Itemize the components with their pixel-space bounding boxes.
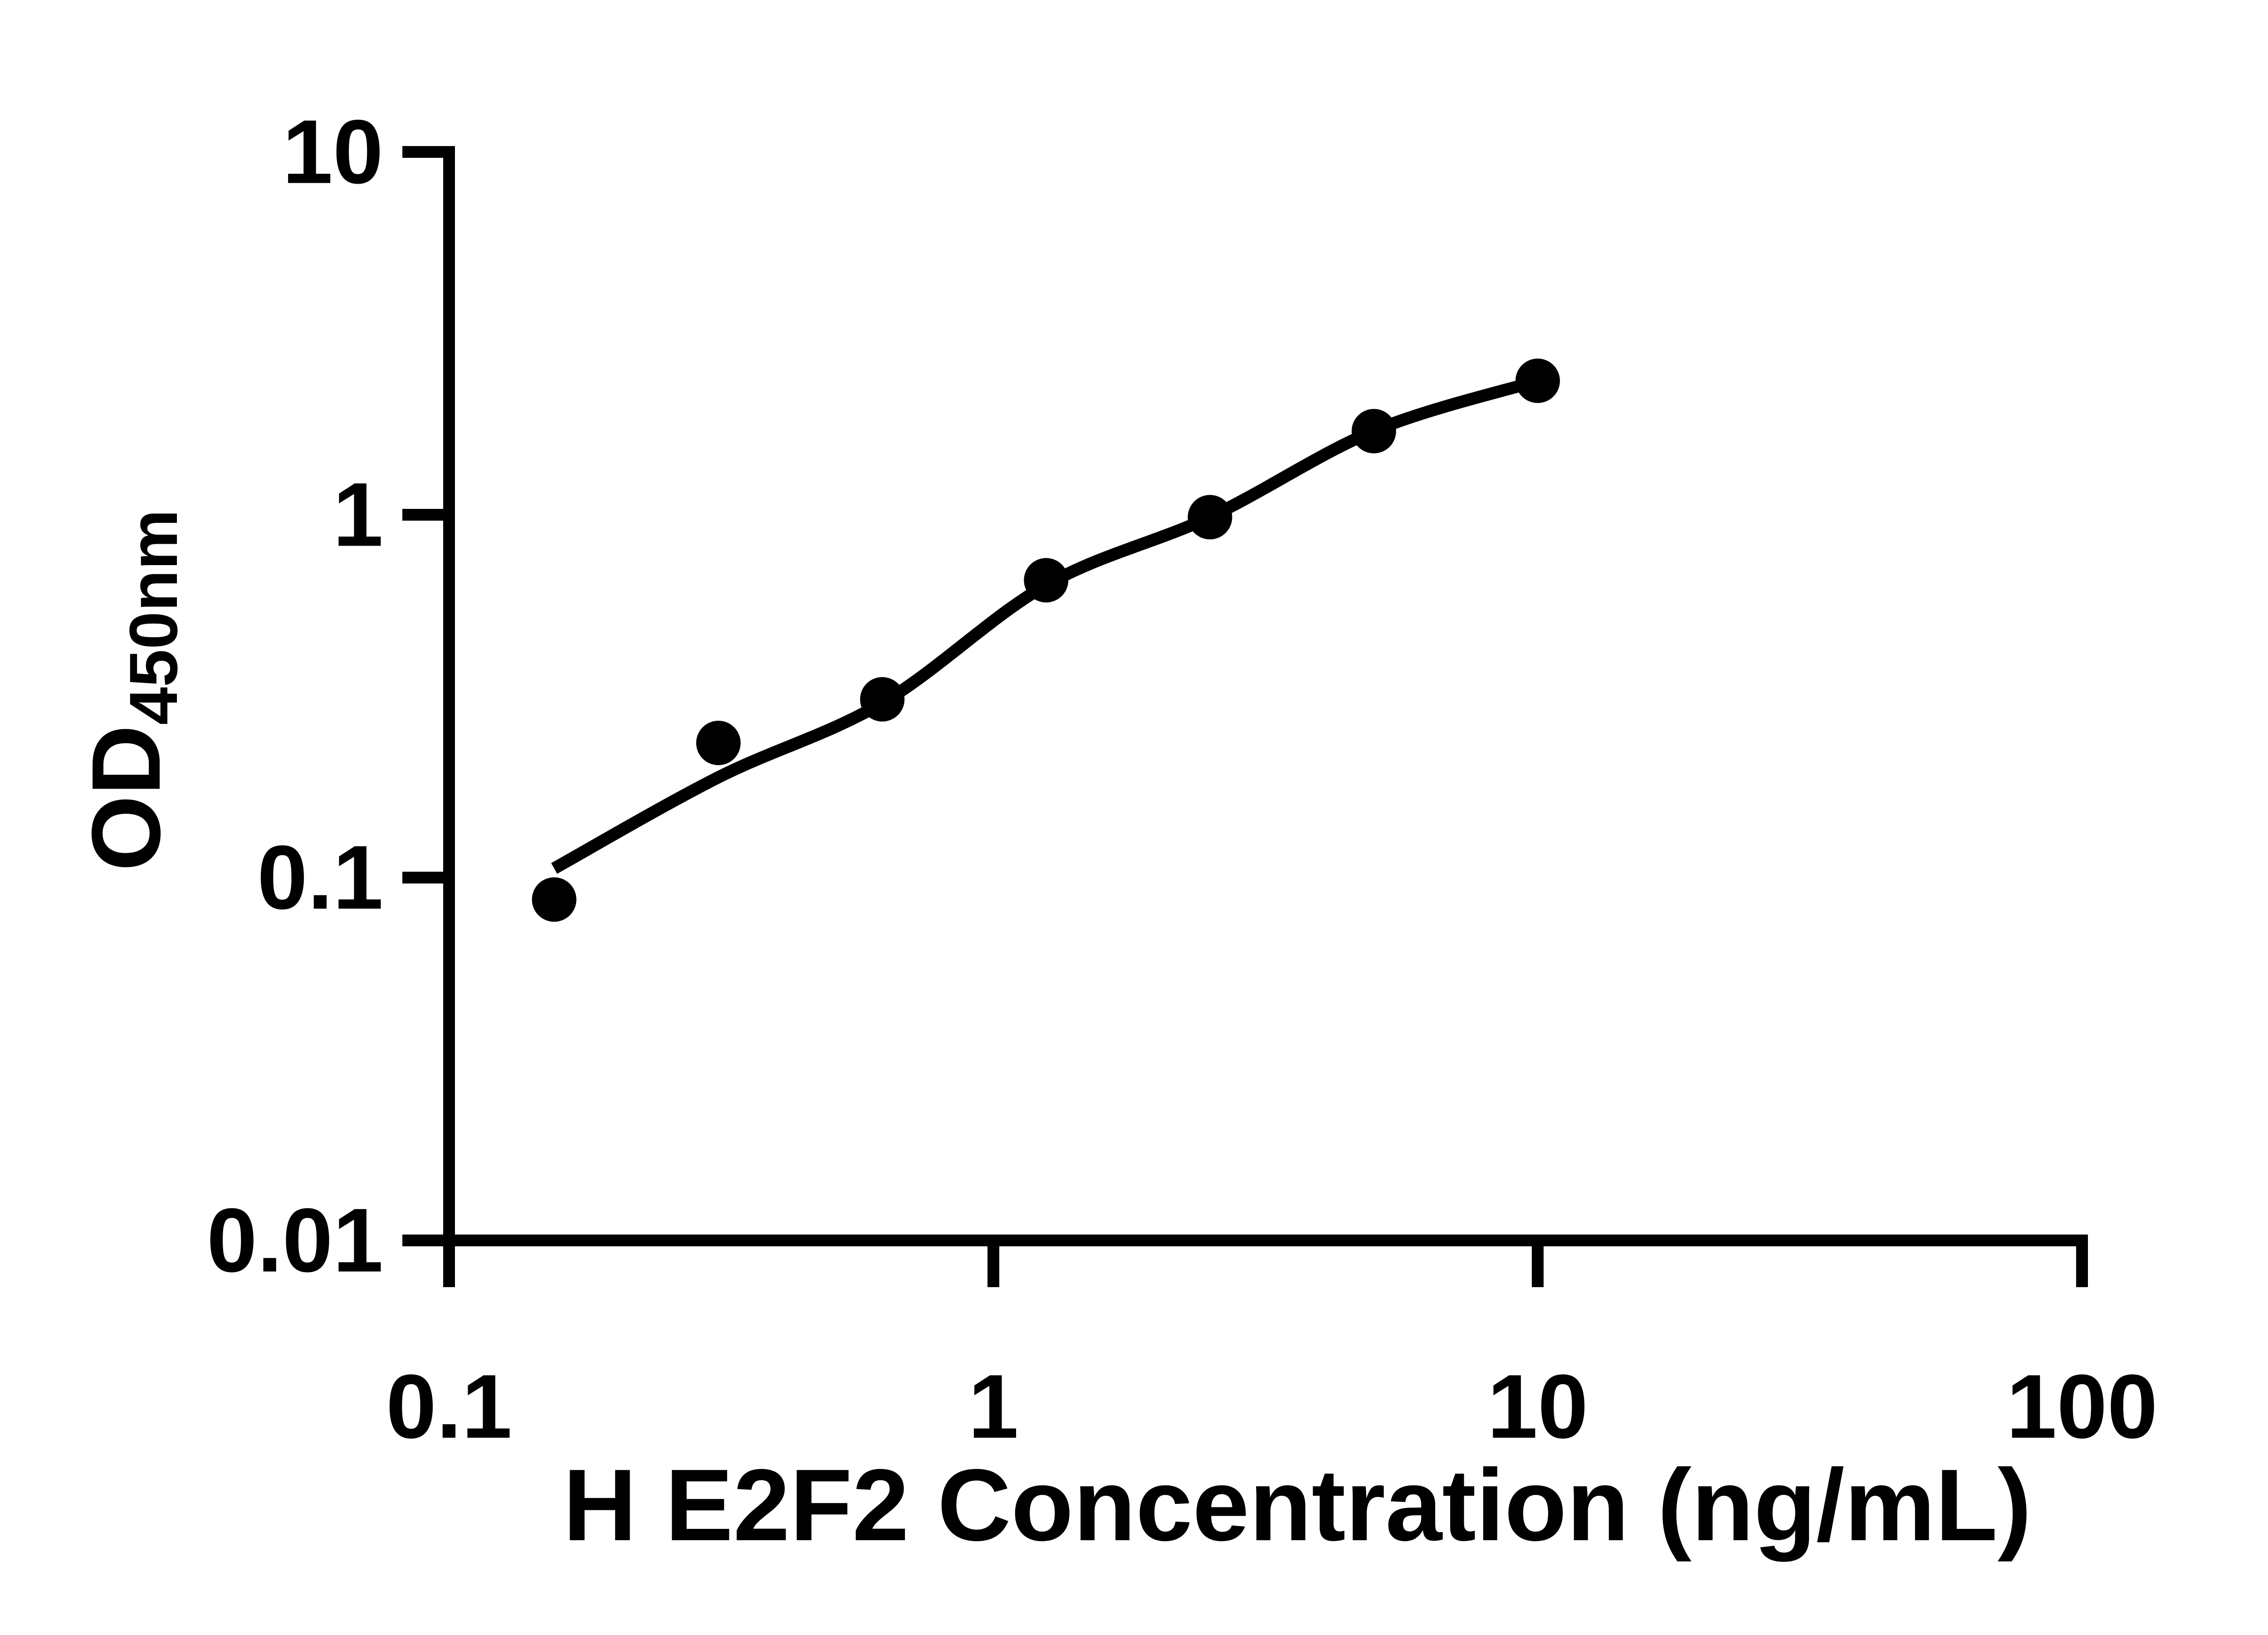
x-tick-label-1: 1	[968, 1356, 1018, 1457]
data-point-6	[1351, 409, 1396, 454]
y-axis-title: OD450nm	[71, 509, 191, 871]
y-tick-10	[402, 146, 443, 158]
data-point-7	[1515, 358, 1560, 403]
data-point-5	[1188, 495, 1232, 540]
y-tick-label-1: 1	[333, 464, 383, 566]
x-axis-title: H E2F2 Concentration (ng/mL)	[563, 1448, 2032, 1562]
x-tick-label-0.1: 0.1	[386, 1356, 512, 1457]
x-axis-line	[402, 1235, 2088, 1246]
y-tick-label-10: 10	[283, 102, 383, 203]
data-point-2	[696, 721, 741, 766]
y-tick-0.01	[402, 1235, 443, 1246]
x-tick-100	[2076, 1246, 2088, 1287]
x-tick-label-10: 10	[1487, 1356, 1588, 1457]
data-point-4	[1024, 558, 1069, 603]
y-tick-label-0.1: 0.1	[257, 827, 383, 928]
y-tick-0.1	[402, 872, 443, 883]
y-tick-1	[402, 509, 443, 521]
x-tick-1	[987, 1246, 999, 1287]
data-point-1	[532, 877, 577, 922]
y-tick-label-0.01: 0.01	[207, 1190, 383, 1291]
data-point-3	[860, 677, 905, 722]
x-tick-label-100: 100	[2006, 1356, 2158, 1457]
x-tick-10	[1532, 1246, 1544, 1287]
y-axis-title-main: OD	[71, 725, 181, 871]
x-tick-0.1	[443, 1246, 455, 1287]
y-axis-title-subscript: 450nm	[115, 509, 191, 725]
y-axis-line	[443, 146, 455, 1287]
